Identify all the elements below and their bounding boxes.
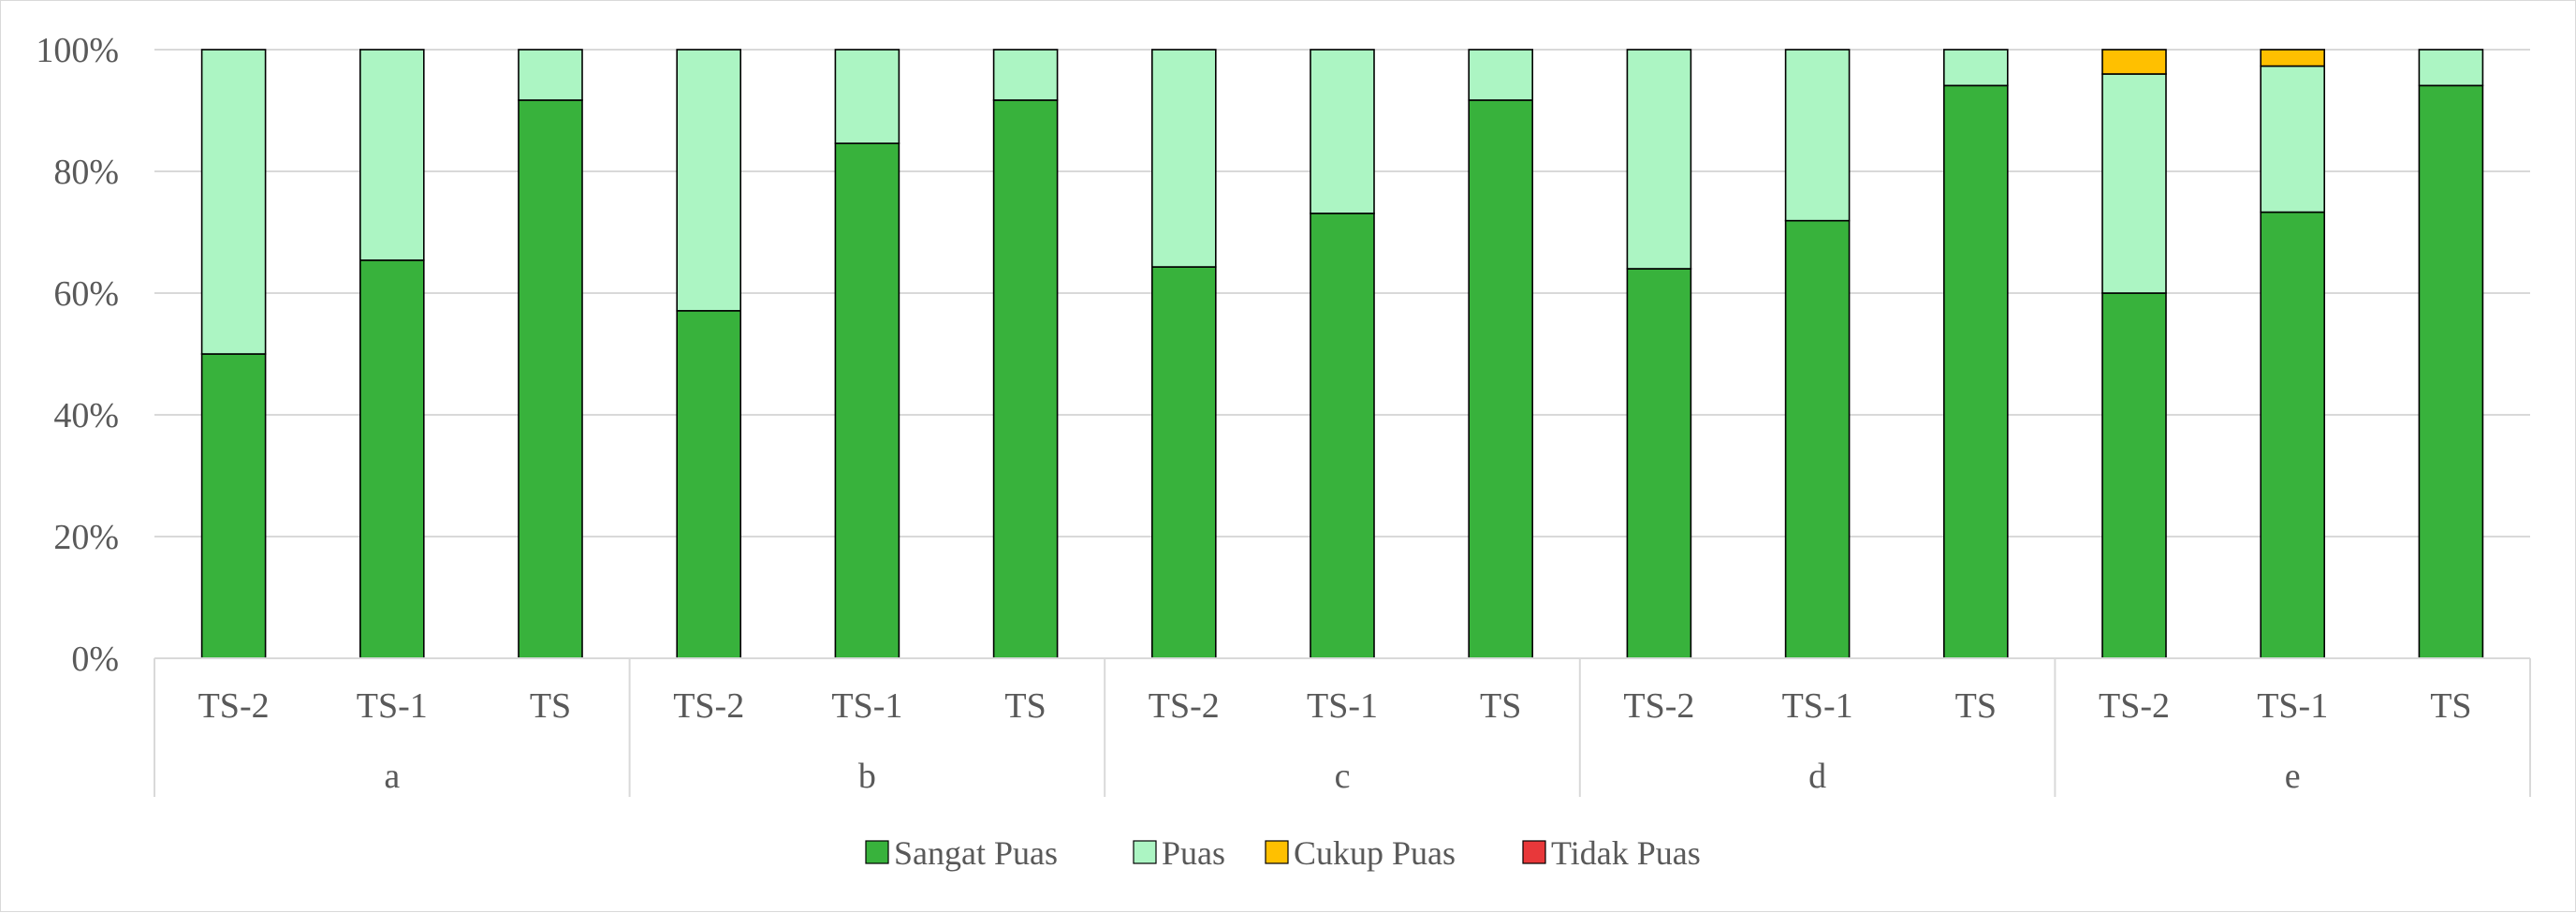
bar-segment-sangat-puas	[1310, 213, 1375, 659]
x-tick-label: TS-1	[2257, 686, 2328, 726]
group-label: a	[384, 757, 400, 796]
x-tick-label: TS	[1004, 686, 1046, 726]
x-tick-label: TS-1	[1782, 686, 1853, 726]
legend-label: Sangat Puas	[894, 834, 1058, 872]
x-tick-label: TS-1	[831, 686, 902, 726]
x-tick-label: TS-2	[2099, 686, 2170, 726]
bar-segment-puas	[2101, 73, 2167, 294]
group-label: c	[1335, 757, 1351, 796]
bar-segment-sangat-puas	[518, 99, 583, 659]
bar-segment-puas	[1151, 49, 1217, 268]
x-tick-label: TS-2	[1623, 686, 1694, 726]
bar-segment-sangat-puas	[2101, 292, 2167, 659]
bar-segment-puas	[2260, 65, 2325, 214]
y-tick-label: 20%	[53, 518, 119, 557]
bar-segment-sangat-puas	[1151, 266, 1217, 659]
bar-segment-puas	[2418, 49, 2484, 87]
y-tick-label: 40%	[53, 396, 119, 435]
bar-segment-sangat-puas	[359, 259, 425, 659]
legend-swatch	[1265, 840, 1289, 864]
group-label: e	[2285, 757, 2301, 796]
legend-swatch	[1522, 840, 1546, 864]
y-axis-ticks: 0% 20% 40% 60% 80% 100%	[36, 31, 119, 679]
bar-segment-cukup-puas	[2260, 49, 2325, 67]
legend-label: Tidak Puas	[1551, 834, 1701, 872]
bar-segment-sangat-puas	[200, 353, 267, 659]
bar-segment-sangat-puas	[834, 142, 900, 659]
x-tick-label: TS-2	[673, 686, 744, 726]
bar-segment-puas	[1784, 49, 1851, 222]
legend-label: Cukup Puas	[1294, 834, 1456, 872]
x-tick-label: TS	[2430, 686, 2471, 726]
bar-segment-puas	[992, 49, 1059, 101]
legend: Sangat Puas Puas Cukup Puas Tidak Puas	[865, 834, 1701, 872]
x-tick-label: TS	[530, 686, 571, 726]
bar-segment-sangat-puas	[1468, 99, 1533, 659]
group-label: b	[858, 757, 876, 796]
legend-swatch	[865, 840, 889, 864]
bar-segment-sangat-puas	[676, 310, 742, 659]
bar-segment-puas	[1626, 49, 1692, 270]
bars	[200, 49, 2484, 659]
bar-segment-puas	[676, 49, 742, 312]
x-axis: TS-2 TS-1 TS TS-2 TS-1 TS TS-2 TS-1 TS TS-2 TS-1 TS…	[154, 657, 2531, 797]
y-tick-label: 100%	[36, 31, 119, 70]
bar-segment-sangat-puas	[992, 99, 1059, 659]
bar-segment-sangat-puas	[1784, 219, 1851, 659]
x-tick-label: TS-1	[357, 686, 428, 726]
x-tick-label: TS-2	[1149, 686, 1220, 726]
legend-swatch	[1133, 840, 1157, 864]
y-tick-label: 0%	[71, 640, 119, 679]
bar-segment-puas	[518, 49, 583, 101]
x-tick-label: TS-2	[198, 686, 270, 726]
bar-segment-sangat-puas	[1626, 268, 1692, 659]
bar-segment-puas	[1468, 49, 1533, 101]
y-tick-label: 80%	[53, 153, 119, 192]
bar-segment-puas	[359, 49, 425, 261]
bar-segment-puas	[200, 49, 267, 355]
bar-segment-cukup-puas	[2101, 49, 2167, 75]
bar-segment-puas	[834, 49, 900, 144]
legend-label: Puas	[1162, 834, 1225, 872]
bar-segment-puas	[1310, 49, 1375, 214]
bar-segment-sangat-puas	[2260, 211, 2325, 659]
group-label: d	[1808, 757, 1826, 796]
bar-segment-puas	[1943, 49, 2009, 87]
bar-segment-sangat-puas	[1943, 84, 2009, 659]
x-tick-label: TS	[1955, 686, 1997, 726]
bar-segment-sangat-puas	[2418, 84, 2484, 659]
x-tick-label: TS	[1480, 686, 1521, 726]
y-tick-label: 60%	[53, 274, 119, 314]
x-tick-label: TS-1	[1307, 686, 1378, 726]
